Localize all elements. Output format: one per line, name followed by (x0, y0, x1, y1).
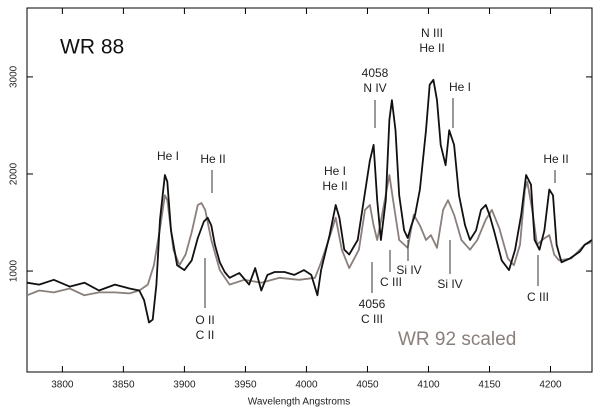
x-tick-label: 3800 (51, 380, 74, 391)
x-tick-label: 3950 (234, 380, 257, 391)
annotation: He II (322, 179, 347, 193)
x-tick-label: 3850 (112, 380, 135, 391)
x-tick-label: 3900 (173, 380, 196, 391)
annotation: N IV (363, 81, 386, 95)
annotation: He II (419, 41, 444, 55)
annotation: He I (157, 149, 179, 163)
annotation: 4056 (359, 297, 386, 311)
annotation: Si IV (437, 277, 462, 291)
y-tick-label: 1000 (9, 259, 20, 282)
x-tick-label: 4100 (417, 380, 440, 391)
x-tick-label: 4200 (539, 380, 562, 391)
annotation: N III (421, 26, 443, 40)
spectrum-line (26, 78, 593, 324)
series-label: WR 88 (60, 36, 124, 59)
y-tick-label: 3000 (9, 65, 20, 88)
annotation: 4058 (362, 66, 389, 80)
y-tick-label: 2000 (9, 162, 20, 185)
x-tick-label: 4150 (478, 380, 501, 391)
annotation: He II (200, 152, 225, 166)
x-tick-label: 4050 (356, 380, 379, 391)
annotation: O II (195, 313, 214, 327)
x-axis-label: Wavelength Angstroms (248, 397, 350, 408)
spectrum-line (26, 174, 593, 297)
annotation: He II (543, 152, 568, 166)
annotation: C III (361, 312, 383, 326)
annotation: He I (449, 80, 471, 94)
annotation: C II (196, 328, 215, 342)
annotation: C III (380, 275, 402, 289)
plot-frame (26, 7, 593, 373)
annotation: Si IV (396, 263, 421, 277)
series-label: WR 92 scaled (398, 329, 516, 350)
annotation: C III (527, 290, 549, 304)
annotation: He I (324, 164, 346, 178)
x-tick-label: 4000 (295, 380, 318, 391)
